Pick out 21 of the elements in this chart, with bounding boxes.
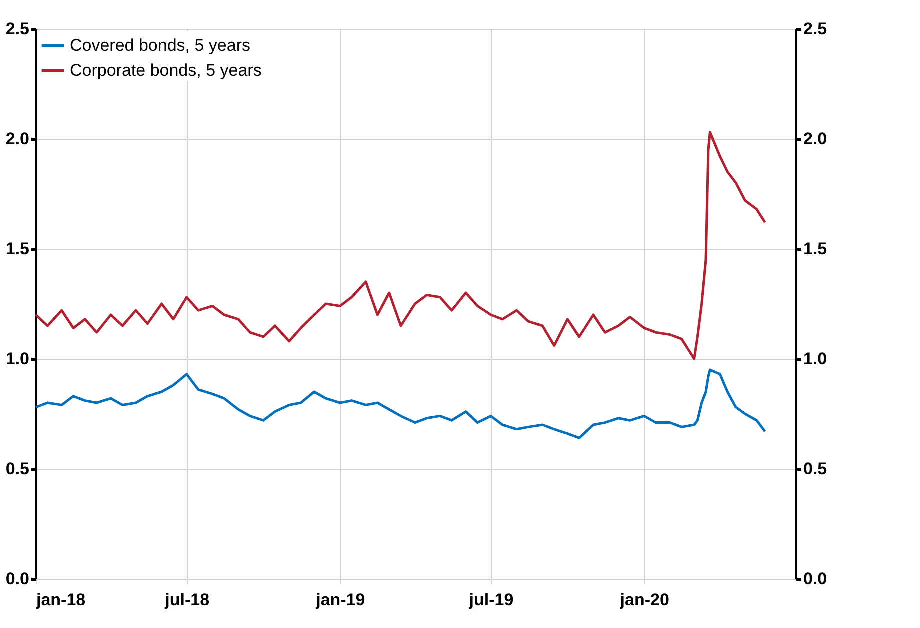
y-tick-label: 0.5 (6, 460, 30, 478)
y2-tick-label: 0.0 (804, 570, 828, 588)
y2-tick-label: 2.0 (804, 130, 828, 148)
y2-tick-label: 2.5 (804, 20, 828, 38)
line-series (34, 131, 766, 360)
y-tick-label: 1.0 (6, 350, 30, 368)
legend-label: Corporate bonds, 5 years (70, 61, 262, 80)
y-tick-label: 2.0 (6, 130, 30, 148)
x-tick-label: jul-19 (468, 590, 514, 610)
y-tick-label: 0.0 (6, 570, 30, 588)
y2-tick-label: 1.0 (804, 350, 828, 368)
x-tick-label: jan-18 (36, 590, 86, 610)
x-tick-label: jul-18 (164, 590, 210, 610)
line-series (34, 368, 766, 440)
x-tick-label: jan-19 (315, 590, 366, 610)
y2-tick-label: 1.5 (804, 240, 828, 258)
legend-label: Covered bonds, 5 years (70, 36, 250, 55)
y-tick-label: 1.5 (6, 240, 30, 258)
y-tick-label: 2.5 (6, 20, 30, 38)
x-tick-label: jan-20 (619, 590, 670, 610)
y2-tick-label: 0.5 (804, 460, 828, 478)
